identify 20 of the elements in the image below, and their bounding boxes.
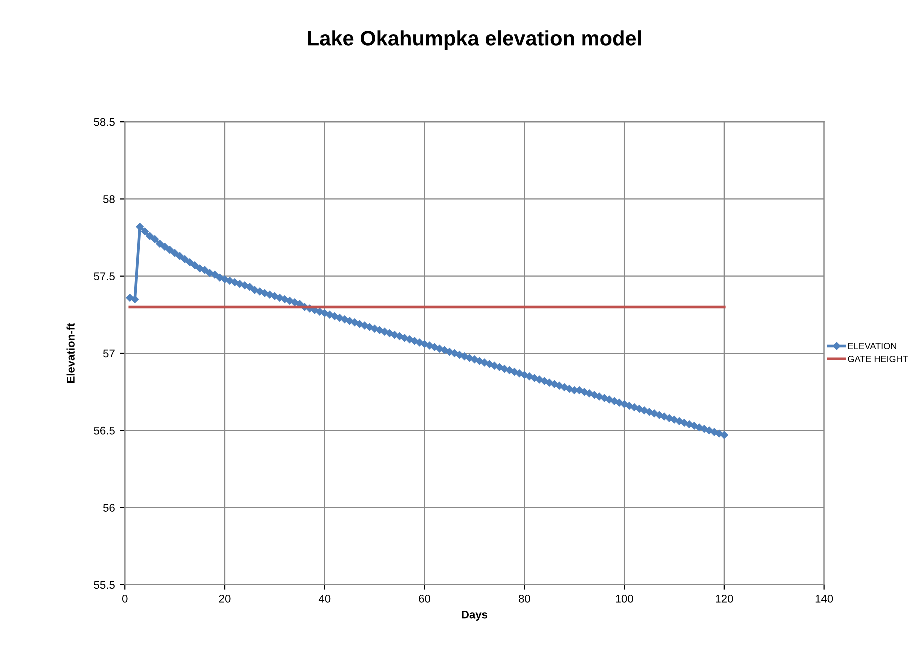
x-tick-label: 100 [616, 594, 634, 603]
x-axis-title: Days [462, 611, 488, 621]
y-tick-label: 56 [103, 504, 115, 512]
y-tick-label: 58 [103, 195, 115, 204]
x-tick-label: 60 [419, 594, 431, 603]
x-tick-label: 120 [716, 594, 734, 603]
x-tick-label: 20 [219, 594, 231, 603]
x-tick-label: 80 [518, 594, 530, 603]
x-tick-label: 140 [816, 594, 834, 603]
x-tick-label: 40 [318, 594, 331, 603]
y-tick-label: 57.5 [94, 272, 115, 280]
x-tick-label: 0 [122, 594, 128, 603]
y-axis-title: Elevation-ft [66, 323, 75, 384]
y-tick-label: 56.5 [94, 426, 115, 435]
y-tick-label: 55.5 [94, 581, 115, 590]
chart-title: Lake Okahumpka elevation model [308, 30, 642, 50]
legend-label: ELEVATION [848, 343, 896, 350]
legend-label: GATE HEIGHT [848, 356, 908, 362]
y-tick-label: 58.5 [94, 118, 115, 126]
y-tick-label: 57 [103, 350, 115, 358]
